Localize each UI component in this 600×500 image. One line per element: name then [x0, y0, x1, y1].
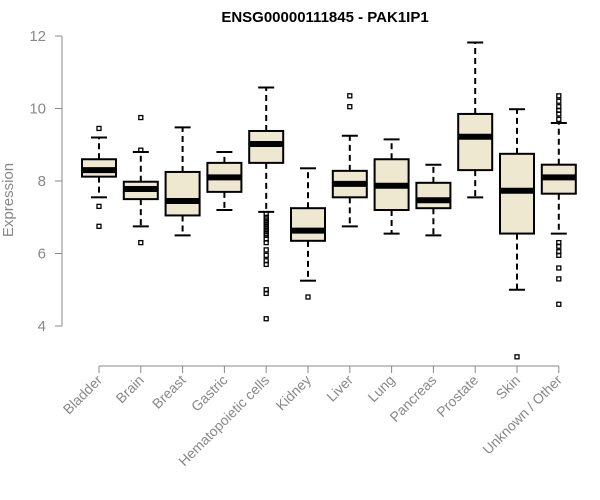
outlier-point [556, 98, 562, 104]
box-0 [81, 125, 117, 229]
outlier-point [96, 125, 102, 132]
y-axis: 4 6 8 10 12 [29, 28, 63, 335]
outlier-point [556, 93, 562, 99]
box-8 [415, 163, 452, 237]
y-tick-label: 4 [38, 318, 46, 335]
outlier-point [556, 276, 562, 282]
iqr-box [164, 170, 201, 217]
outlier-point [514, 354, 520, 360]
y-axis-label: Expression [0, 163, 17, 237]
y-tick-label: 10 [29, 101, 46, 118]
outlier-point [556, 111, 562, 117]
x-tick-label: Brain [112, 372, 146, 406]
box-5 [290, 167, 326, 300]
y-tick-label: 6 [38, 246, 46, 263]
x-tick-label: Prostate [433, 372, 481, 420]
chart-title: ENSG00000111845 - PAK1IP1 [221, 9, 428, 26]
y-tick-label: 8 [38, 173, 46, 190]
iqr-box [415, 181, 452, 210]
outlier-point [96, 223, 102, 229]
outlier-point [263, 290, 269, 297]
outlier-point [263, 252, 269, 258]
outlier-point [263, 247, 269, 253]
outlier-point [556, 252, 562, 258]
outlier-point [556, 243, 562, 249]
x-tick-label: Breast [149, 372, 189, 412]
outlier-point [96, 203, 102, 210]
box-7 [373, 138, 410, 235]
outlier-point [138, 147, 144, 153]
outlier-point [263, 239, 269, 246]
x-tick-label: Lung [364, 372, 397, 405]
box-2 [164, 126, 201, 237]
iqr-box [457, 112, 494, 172]
x-tick-label: Liver [323, 372, 356, 405]
x-tick-label: Skin [493, 372, 524, 403]
outlier-point [556, 301, 562, 307]
box-6 [331, 93, 368, 228]
outlier-point [138, 114, 144, 121]
outlier-point [347, 93, 353, 99]
box-3 [206, 151, 243, 211]
box-4 [248, 86, 285, 322]
box-1 [122, 114, 159, 246]
outlier-point [138, 239, 144, 246]
outlier-point [263, 316, 269, 322]
x-tick-label: Unknown / Other [479, 372, 565, 458]
box-10 [499, 108, 535, 360]
outlier-point [347, 104, 353, 110]
iqr-box [290, 207, 326, 242]
outlier-point [305, 294, 311, 300]
outlier-point [556, 265, 562, 271]
box-9 [457, 41, 494, 199]
boxes-group [81, 41, 577, 360]
outlier-point [556, 116, 562, 123]
x-tick-label: Bladder [60, 372, 106, 418]
outlier-point [263, 261, 269, 268]
y-tick-label: 12 [29, 28, 46, 45]
box-11 [540, 93, 577, 307]
x-tick-label: Kidney [273, 372, 315, 414]
